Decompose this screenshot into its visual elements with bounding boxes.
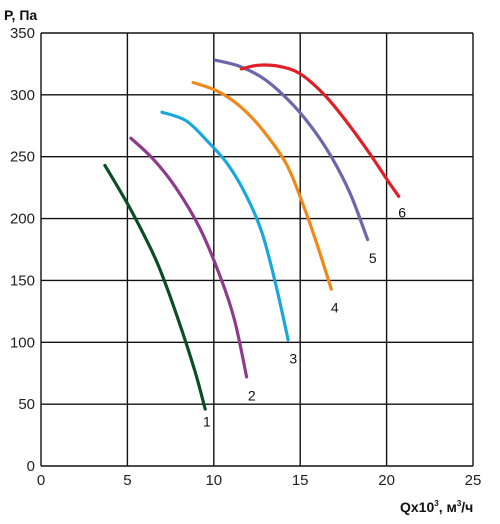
curve-label-6: 6	[398, 204, 406, 220]
y-axis-title: P, Па	[4, 7, 37, 23]
series-line-1	[103, 163, 207, 411]
gridlines	[40, 32, 474, 467]
series-line-6	[239, 63, 401, 198]
series-line-2	[129, 136, 249, 379]
series-line-3	[160, 110, 290, 342]
x-tick-label: 10	[205, 472, 222, 489]
y-tick-label: 200	[10, 211, 35, 228]
curve-label-2: 2	[248, 387, 256, 403]
curve-number-labels: 1 2 3 4 5 6	[203, 204, 406, 429]
curve-label-3: 3	[289, 350, 297, 366]
series-line-5	[213, 58, 370, 242]
y-tick-label: 100	[10, 334, 35, 351]
y-tick-label: 300	[10, 87, 35, 104]
y-tick-label: 0	[27, 458, 35, 475]
x-tick-label: 25	[465, 472, 482, 489]
x-tick-label: 0	[37, 472, 45, 489]
y-tick-label: 350	[10, 25, 35, 42]
curve-label-5: 5	[369, 250, 377, 266]
x-tick-label: 5	[123, 472, 131, 489]
y-tick-label: 150	[10, 272, 35, 289]
x-axis-title: Qx103, м3/ч	[400, 499, 473, 515]
x-tick-label: 15	[292, 472, 309, 489]
y-tick-label: 250	[10, 149, 35, 166]
curve-label-1: 1	[203, 413, 211, 429]
series-line-4	[191, 80, 333, 291]
y-tick-label: 50	[18, 396, 35, 413]
x-tick-label: 20	[378, 472, 395, 489]
curves	[103, 58, 401, 411]
curve-label-4: 4	[331, 300, 339, 316]
